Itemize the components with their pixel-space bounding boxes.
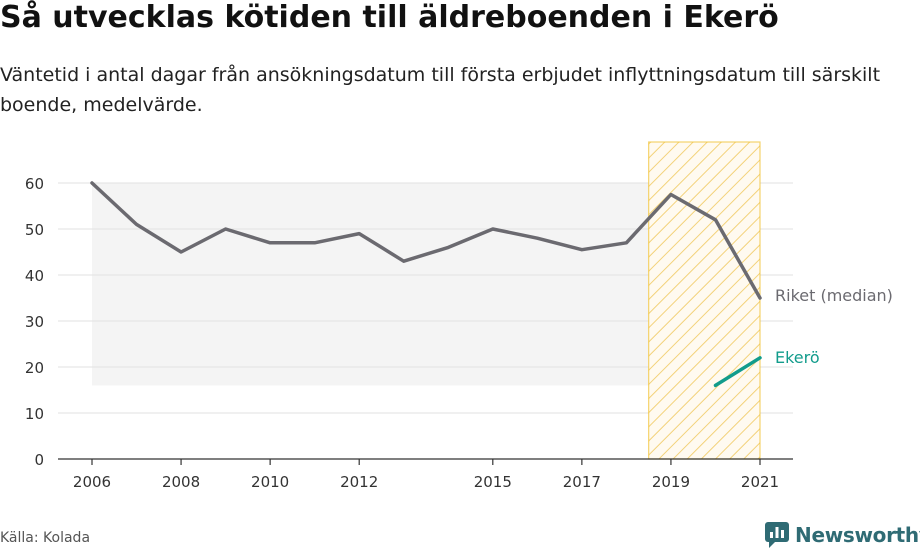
y-tick-label-30: 30: [25, 313, 44, 331]
chart-subtitle: Väntetid i antal dagar från ansökningsda…: [0, 64, 881, 116]
x-tick-label-2015: 2015: [474, 473, 512, 491]
y-tick-label-50: 50: [25, 221, 44, 239]
x-tick-label-2012: 2012: [340, 473, 378, 491]
y-tick-label-0: 0: [34, 451, 44, 469]
x-tick-label-2006: 2006: [73, 473, 111, 491]
x-tick-label-2008: 2008: [162, 473, 200, 491]
newsworthy-logo: Newsworthy: [765, 521, 920, 549]
x-tick-label-2010: 2010: [251, 473, 289, 491]
x-tick-label-2021: 2021: [741, 473, 779, 491]
newsworthy-logo-icon: [765, 522, 789, 548]
y-tick-label-20: 20: [25, 359, 44, 377]
series-line-eker: [713, 356, 762, 388]
range-band: [92, 183, 649, 386]
highlight-period: [648, 141, 761, 460]
x-tick-label-2017: 2017: [563, 473, 601, 491]
series-label-riket-median: Riket (median): [775, 286, 893, 305]
series-label-eker: Ekerö: [775, 348, 820, 367]
x-tick-label-2019: 2019: [652, 473, 690, 491]
y-tick-label-60: 60: [25, 175, 44, 193]
chart-title: Så utvecklas kötiden till äldreboenden i…: [0, 0, 779, 35]
series-line-riket-median: [90, 181, 762, 300]
y-tick-label-10: 10: [25, 405, 44, 423]
y-tick-label-40: 40: [25, 267, 44, 285]
newsworthy-logo-text: Newsworthy: [795, 523, 920, 547]
source-note: Källa: Kolada: [0, 530, 91, 546]
